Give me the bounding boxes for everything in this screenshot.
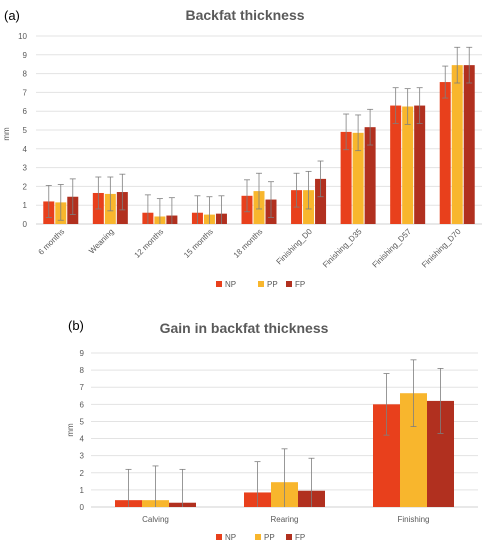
x-tick-label: Finishing_D70 <box>420 227 463 270</box>
legend-swatch-pp <box>255 534 261 540</box>
x-tick-label: Calving <box>142 515 169 524</box>
bar-fp <box>364 127 376 224</box>
legend-label-np: NP <box>225 280 236 289</box>
y-tick-label: 2 <box>23 182 28 191</box>
y-tick-label: 8 <box>80 366 85 375</box>
x-tick-label: 6 months <box>37 227 67 257</box>
bar-np <box>390 105 402 224</box>
y-tick-label: 10 <box>18 32 27 41</box>
bar-fp <box>315 178 327 224</box>
x-tick-label: Finishing <box>397 515 429 524</box>
y-tick-label: 6 <box>80 400 85 409</box>
error-bars-b <box>125 359 444 507</box>
x-ticks-b: Calving Rearing Finishing <box>142 515 429 524</box>
y-ticks-a: 0 1 2 3 4 5 6 7 8 9 10 <box>18 32 27 229</box>
x-tick-label: 18 months <box>232 227 265 260</box>
y-tick-label: 4 <box>80 435 85 444</box>
legend-swatch-fp <box>286 281 292 287</box>
y-axis-title-b: mm <box>66 423 75 437</box>
chart-title-b: Gain in backfat thickness <box>160 320 329 336</box>
legend-swatch-fp <box>286 534 292 540</box>
chart-panel-b: (b) Gain in backfat thickness mm 0 1 2 3 4 5 6… <box>66 318 478 542</box>
y-tick-label: 7 <box>23 88 28 97</box>
chart-title-a: Backfat thickness <box>185 7 304 23</box>
y-tick-label: 0 <box>23 220 28 229</box>
bar-np <box>340 131 352 224</box>
legend-label-fp: FP <box>295 533 305 542</box>
y-tick-label: 7 <box>80 383 85 392</box>
x-tick-label: Finishing_D57 <box>371 227 414 270</box>
y-tick-label: 3 <box>80 452 85 461</box>
x-tick-label: Finishing_D35 <box>321 227 364 270</box>
y-ticks-b: 0 1 2 3 4 5 6 7 8 9 <box>80 349 85 512</box>
bar-pp <box>451 65 463 224</box>
legend-label-pp: PP <box>264 533 275 542</box>
y-axis-title-a: mm <box>2 127 11 141</box>
y-tick-label: 1 <box>23 201 28 210</box>
y-tick-label: 5 <box>80 417 85 426</box>
y-tick-label: 8 <box>23 70 28 79</box>
y-tick-label: 6 <box>23 107 28 116</box>
x-tick-label: Weaning <box>87 227 116 256</box>
x-ticks-a: 6 months Weaning 12 months 15 months 18 mont… <box>37 227 463 270</box>
legend-label-np: NP <box>225 533 236 542</box>
bar-pp <box>352 132 364 224</box>
bar-np <box>439 82 451 224</box>
x-tick-label: 12 months <box>133 227 166 260</box>
legend-a: NP PP FP <box>216 280 305 289</box>
y-tick-label: 1 <box>80 486 85 495</box>
x-tick-label: 15 months <box>182 227 215 260</box>
chart-panel-a: (a) Backfat thickness mm 0 1 2 3 4 5 6 7 8 9 10 6 … <box>2 7 482 289</box>
legend-swatch-pp <box>258 281 264 287</box>
y-tick-label: 5 <box>23 126 28 135</box>
y-tick-label: 9 <box>80 349 85 358</box>
bar-fp <box>414 105 426 224</box>
x-tick-label: Finishing_D0 <box>275 227 315 267</box>
legend-swatch-np <box>216 534 222 540</box>
legend-swatch-np <box>216 281 222 287</box>
y-tick-label: 2 <box>80 469 85 478</box>
legend-b: NP PP FP <box>216 533 305 542</box>
y-tick-label: 3 <box>23 164 28 173</box>
error-bars-a <box>45 46 473 224</box>
y-tick-label: 9 <box>23 51 28 60</box>
legend-label-fp: FP <box>295 280 305 289</box>
y-tick-label: 0 <box>80 503 85 512</box>
legend-label-pp: PP <box>267 280 278 289</box>
y-tick-label: 4 <box>23 145 28 154</box>
bar-fp <box>463 65 475 224</box>
panel-label-a: (a) <box>4 8 20 23</box>
x-tick-label: Rearing <box>270 515 298 524</box>
panel-label-b: (b) <box>68 318 84 333</box>
bar-pp <box>402 106 414 224</box>
